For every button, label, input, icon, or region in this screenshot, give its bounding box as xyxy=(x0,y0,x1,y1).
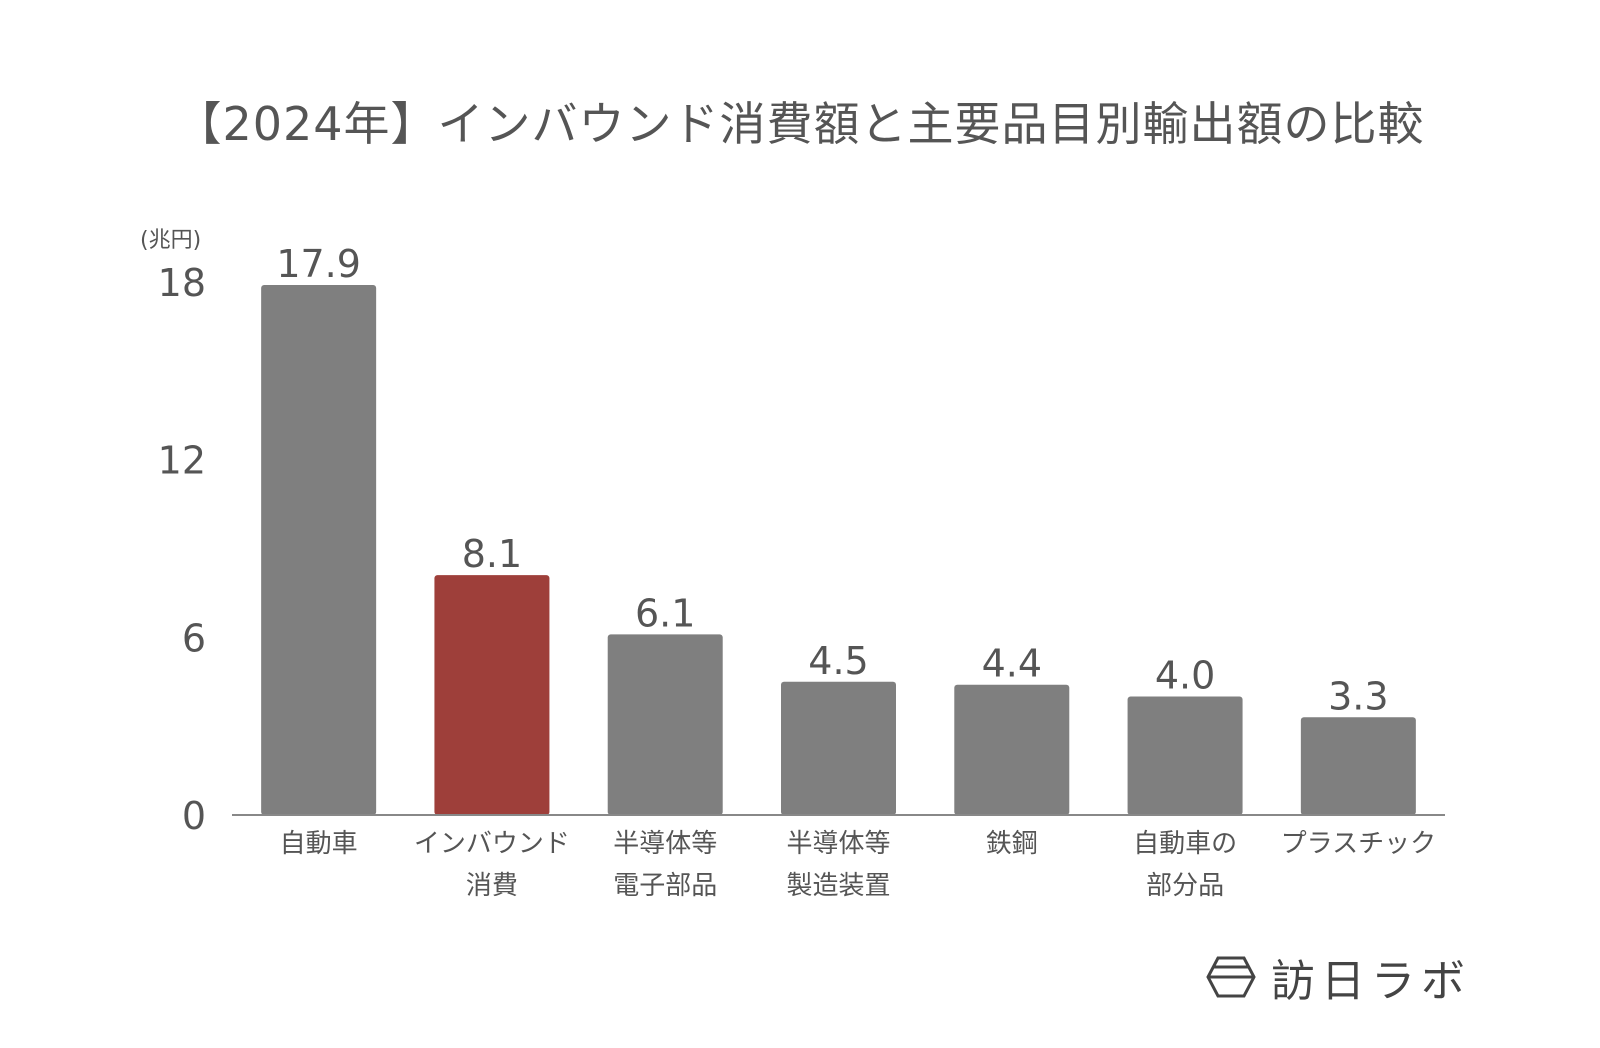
y-axis-unit: (兆円) xyxy=(140,228,202,253)
x-tick-label: 製造装置 xyxy=(786,871,890,901)
y-tick-label: 12 xyxy=(158,439,206,483)
x-tick-label: 半導体等 xyxy=(613,829,717,859)
x-tick-label: 鉄鋼 xyxy=(986,829,1038,859)
data-label: 17.9 xyxy=(276,242,361,286)
bar xyxy=(781,681,896,815)
data-label: 4.0 xyxy=(1155,654,1215,698)
bar xyxy=(954,684,1070,815)
logo: 訪日ラボ xyxy=(1205,945,1471,1009)
bar xyxy=(607,634,723,815)
x-tick-label: インバウンド xyxy=(414,829,570,859)
data-label: 8.1 xyxy=(462,532,522,576)
data-label: 4.5 xyxy=(808,639,868,683)
x-tick-label: 電子部品 xyxy=(613,871,717,901)
bar xyxy=(1300,717,1416,815)
data-label: 3.3 xyxy=(1328,674,1388,718)
x-tick-label: 部分品 xyxy=(1146,871,1224,901)
y-tick-label: 0 xyxy=(182,794,206,838)
bar xyxy=(261,284,377,815)
x-tick-label: 自動車 xyxy=(280,829,358,859)
data-label: 4.4 xyxy=(982,642,1042,686)
hexagon-logo-icon xyxy=(1206,956,1256,998)
x-tick-label: プラスチック xyxy=(1281,829,1436,859)
y-tick-label: 18 xyxy=(158,261,206,305)
data-label: 6.1 xyxy=(635,591,695,635)
x-tick-label: 半導体等 xyxy=(786,829,890,859)
chart-title: 【2024年】インバウンド消費額と主要品目別輸出額の比較 xyxy=(175,97,1425,151)
logo-text: 訪日ラボ xyxy=(1271,956,1471,1007)
y-tick-label: 6 xyxy=(182,616,206,660)
x-tick-label: 自動車の xyxy=(1133,829,1237,859)
x-tick-label: 消費 xyxy=(466,871,518,901)
bar xyxy=(434,575,550,815)
bar xyxy=(1127,696,1243,815)
